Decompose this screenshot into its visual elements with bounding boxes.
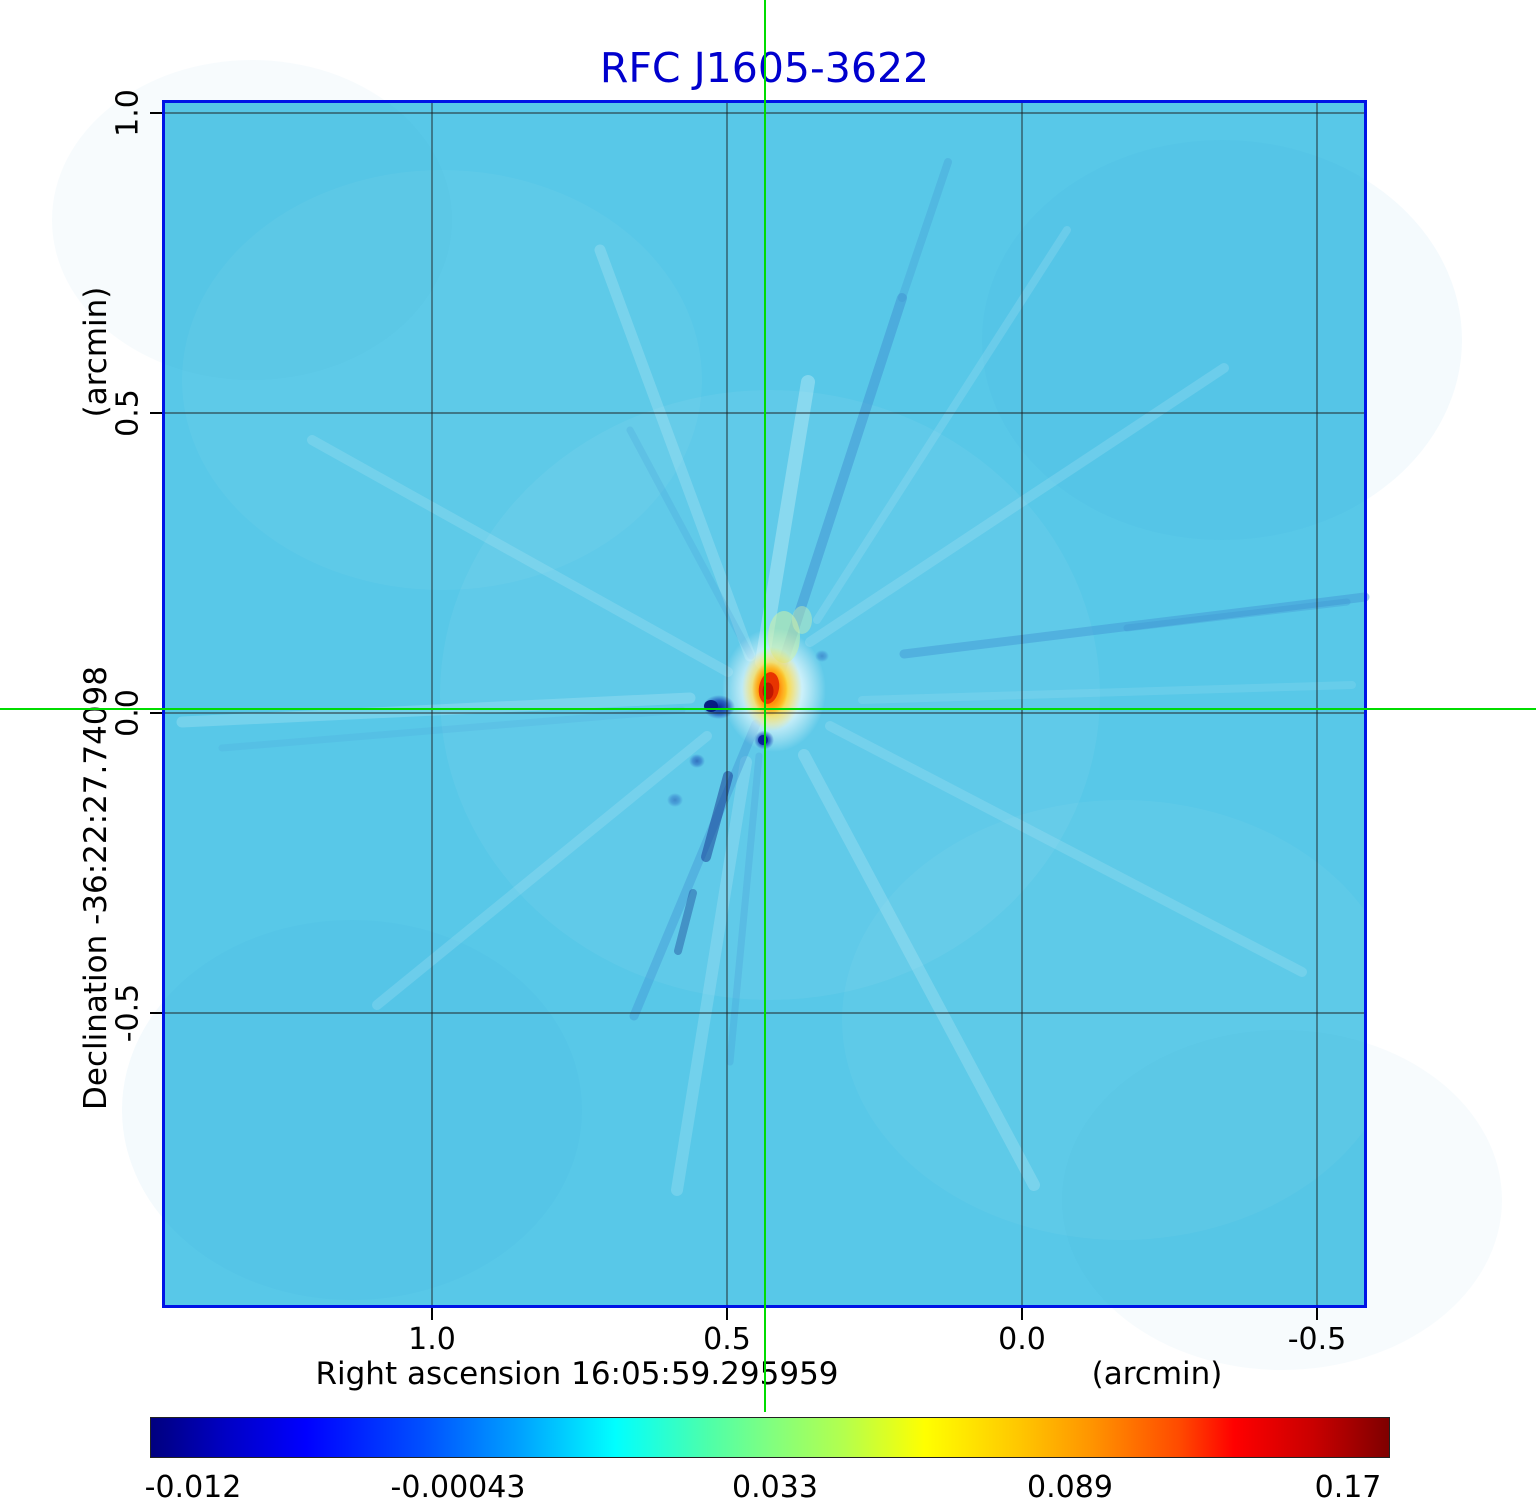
colorbar-tick-4: 0.17 bbox=[1314, 1470, 1382, 1505]
central-source bbox=[722, 606, 826, 752]
colorbar bbox=[150, 1417, 1390, 1458]
colorbar-tick-1: -0.00043 bbox=[390, 1470, 526, 1505]
colorbar-tick-2: 0.033 bbox=[732, 1470, 818, 1505]
crosshair-vertical-line bbox=[764, 0, 766, 1412]
map-gridlines bbox=[162, 100, 1367, 1308]
x-axis-title: Right ascension 16:05:59.295959 bbox=[315, 1356, 839, 1392]
y-tick-1.0: 1.0 bbox=[110, 89, 146, 137]
colorbar-tick-0: -0.012 bbox=[144, 1470, 242, 1505]
x-tick-1.0: 1.0 bbox=[408, 1322, 456, 1357]
map-streak-artifacts bbox=[176, 158, 1370, 1196]
y-tick-0.0: 0.0 bbox=[110, 689, 146, 737]
y-axis-title: Declination -36:22:27.74098 bbox=[78, 666, 114, 1110]
x-tick-0.0: 0.0 bbox=[998, 1322, 1046, 1357]
y-tick-0.5: 0.5 bbox=[110, 389, 146, 437]
colorbar-tick-3: 0.089 bbox=[1027, 1470, 1113, 1505]
crosshair-horizontal-line bbox=[0, 708, 1536, 710]
x-tick--0.5: -0.5 bbox=[1287, 1322, 1347, 1357]
x-axis-unit-label: (arcmin) bbox=[1091, 1356, 1223, 1392]
y-axis-unit-label: (arcmin) bbox=[78, 286, 114, 418]
y-tick--0.5: -0.5 bbox=[110, 983, 146, 1043]
x-tick-0.5: 0.5 bbox=[703, 1322, 751, 1357]
axis-tick-marks bbox=[150, 112, 1318, 1320]
